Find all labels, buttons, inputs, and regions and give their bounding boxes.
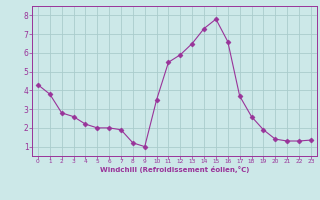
X-axis label: Windchill (Refroidissement éolien,°C): Windchill (Refroidissement éolien,°C) [100, 166, 249, 173]
